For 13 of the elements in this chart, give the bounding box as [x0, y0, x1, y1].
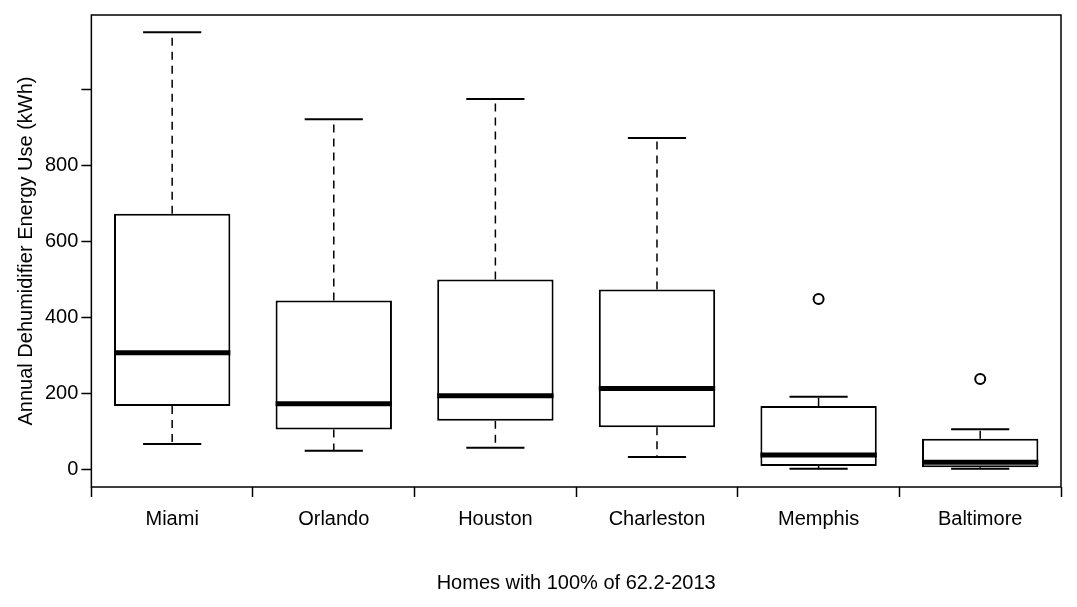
y-tick-label: 600	[44, 229, 79, 251]
x-tick-label: Baltimore	[937, 506, 1023, 529]
y-tick-label: 200	[44, 381, 79, 404]
x-tick-label: Houston	[458, 506, 533, 529]
y-tick-label: 800	[44, 152, 79, 175]
x-tick-label: Memphis	[778, 506, 860, 529]
x-axis-title: Homes with 100% of 62.2-2013	[436, 570, 716, 593]
x-tick-label: Charleston	[608, 506, 706, 529]
y-axis-title: Annual Dehumidifier Energy Use (kWh)	[13, 76, 36, 426]
x-tick-label: Miami	[145, 506, 199, 529]
y-tick-label: 0	[67, 457, 79, 480]
x-tick-label: Orlando	[298, 506, 370, 529]
y-tick-label: 400	[44, 305, 79, 328]
